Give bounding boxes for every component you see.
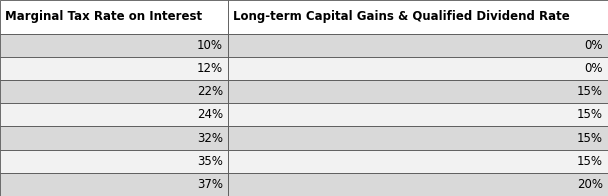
Bar (228, 126, 608, 150)
Text: 15%: 15% (577, 155, 603, 168)
Text: 10%: 10% (197, 39, 223, 52)
Text: 0%: 0% (585, 39, 603, 52)
Bar (0, 126, 228, 150)
Bar (0, 173, 228, 196)
Bar (228, 34, 608, 57)
Text: Marginal Tax Rate on Interest: Marginal Tax Rate on Interest (5, 10, 202, 23)
Text: Long-term Capital Gains & Qualified Dividend Rate: Long-term Capital Gains & Qualified Divi… (233, 10, 570, 23)
Text: 15%: 15% (577, 132, 603, 144)
Bar (0, 0, 228, 34)
Text: 22%: 22% (197, 85, 223, 98)
Bar (228, 57, 608, 80)
Bar (0, 103, 228, 126)
Text: 12%: 12% (197, 62, 223, 75)
Text: 24%: 24% (197, 108, 223, 121)
Text: 37%: 37% (197, 178, 223, 191)
Text: 0%: 0% (585, 62, 603, 75)
Text: 15%: 15% (577, 108, 603, 121)
Bar (0, 34, 228, 57)
Text: 32%: 32% (197, 132, 223, 144)
Text: 35%: 35% (197, 155, 223, 168)
Bar (228, 150, 608, 173)
Bar (0, 80, 228, 103)
Bar (0, 150, 228, 173)
Bar (0, 57, 228, 80)
Bar (228, 0, 608, 34)
Bar (228, 173, 608, 196)
Bar (228, 103, 608, 126)
Text: 15%: 15% (577, 85, 603, 98)
Text: 20%: 20% (577, 178, 603, 191)
Bar (228, 80, 608, 103)
